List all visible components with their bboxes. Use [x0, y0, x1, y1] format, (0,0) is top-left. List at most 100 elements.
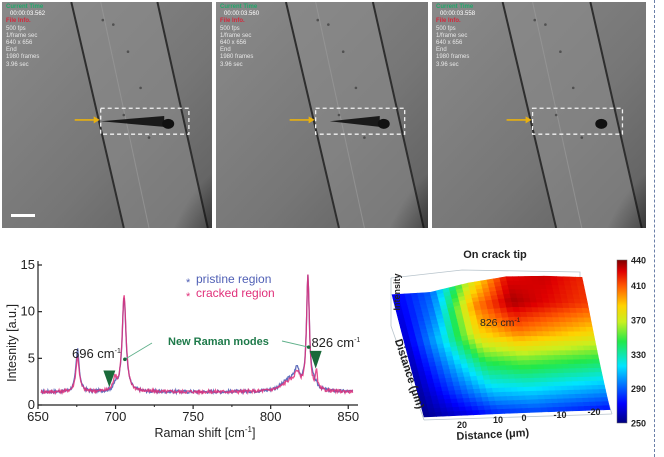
- current-time-label: Current Time: [436, 4, 474, 10]
- file-info-line: End: [6, 47, 17, 54]
- colorbar-tick-label: 250: [631, 419, 646, 429]
- microscopy-frame-1: Current Time 00:00:03.562 File Info. 500 fp…: [2, 2, 212, 228]
- surface-cell: [594, 372, 603, 378]
- arrow-head-icon: [93, 116, 100, 124]
- x-axis-label-main: Raman shift [cm: [155, 426, 245, 440]
- pointer-line: [124, 342, 153, 360]
- legend-label: pristine region: [196, 272, 271, 286]
- surface-cell: [594, 367, 602, 373]
- debris-speck: [337, 113, 341, 117]
- plot-box-edge: [390, 325, 425, 421]
- z-axis-label: Intensity: [392, 273, 402, 310]
- file-info-line: 1/frame sec: [220, 32, 252, 39]
- surface-cell: [579, 294, 588, 300]
- arrow-head-icon: [308, 116, 315, 124]
- x-tick-label: 850: [337, 409, 359, 424]
- file-info-line: 3.96 sec: [6, 61, 29, 68]
- file-info-line: 3.96 sec: [220, 61, 243, 68]
- file-info-line: End: [436, 47, 447, 54]
- legend-marker: *: [186, 291, 191, 303]
- roi-dashed-box: [100, 107, 190, 135]
- debris-speck: [139, 86, 142, 90]
- y-tick-label: 0: [28, 397, 35, 412]
- surface-cell: [587, 336, 596, 342]
- file-info-line: 500 fps: [220, 25, 240, 32]
- y-axis-label: Intesnity [a.u.]: [5, 304, 19, 382]
- pointer-dot: [306, 345, 311, 349]
- frame-info-overlay: Current Time 00:00:03.558 File Info. 500 fp…: [436, 4, 475, 69]
- x-tick-label: 750: [182, 409, 204, 424]
- crack-tip-blob: [377, 118, 390, 129]
- colorbar-tick-label: 440: [631, 256, 646, 266]
- surface-cell: [597, 384, 606, 390]
- surface-cell: [575, 276, 584, 283]
- x-axis-label-tail: ]: [252, 426, 255, 440]
- film-edge-left: [284, 2, 340, 228]
- frame-image: [2, 2, 212, 228]
- down-triangle-icon: [103, 370, 116, 388]
- roi-dashed-box: [314, 107, 406, 135]
- file-info-line: 1980 frames: [220, 54, 254, 61]
- arrow-head-icon: [525, 116, 532, 124]
- legend-marker: *: [186, 277, 191, 289]
- surface-cell: [578, 290, 587, 296]
- debris-speck: [126, 50, 130, 54]
- film-edge-left: [501, 2, 558, 228]
- debris-speck: [327, 23, 330, 26]
- x-axis-label-sup: -1: [245, 425, 253, 434]
- crack-tip-surface-map: On crack tip 826 cm-1 Intensity Distance (μ…: [390, 249, 646, 443]
- surface-cell: [592, 359, 601, 365]
- timestamp: 00:00:03.558: [440, 11, 476, 18]
- colorbar: [616, 259, 628, 424]
- surface-cell: [591, 354, 600, 360]
- file-info-label: File Info.: [436, 18, 461, 25]
- debris-speck: [112, 23, 115, 26]
- file-info-line: 1/frame sec: [436, 32, 468, 39]
- crack-tip-blob: [162, 118, 175, 129]
- annotation-826: 826 cm-1: [311, 335, 360, 350]
- debris-speck: [101, 18, 105, 22]
- file-info-line: 640 x 656: [220, 40, 247, 47]
- frame-info-overlay: Current Time 00:00:03.562 File Info. 500 fp…: [6, 4, 45, 69]
- file-info-line: 640 x 656: [6, 40, 33, 47]
- panel-divider: [654, 0, 655, 457]
- surface-cell: [599, 393, 608, 399]
- surface-peak-label: 826 cm-1: [480, 317, 521, 329]
- surface-cell: [582, 312, 591, 319]
- y-tick-label: 15: [21, 257, 35, 272]
- file-info-label: File Info.: [220, 18, 245, 25]
- pointer-line: [281, 340, 309, 348]
- plot-box-edge: [423, 413, 613, 421]
- legend-label: cracked region: [196, 286, 275, 300]
- x-tick-label: -10: [553, 410, 566, 420]
- series-line-cracked-region: [40, 274, 354, 396]
- x-tick-label: 20: [457, 420, 467, 430]
- surface-cell: [585, 326, 594, 333]
- surface-cell: [589, 345, 598, 351]
- file-info-label: File Info.: [6, 18, 31, 25]
- x-tick-label: 650: [27, 409, 49, 424]
- debris-speck: [354, 86, 358, 90]
- raman-spectrum-chart: 650 700 750 800 850 0 5 10 15 Raman shift [cm-1] I…: [5, 257, 360, 440]
- annotation-696: 696 cm-1: [72, 346, 121, 361]
- down-triangle-icon: [309, 350, 322, 369]
- x-axis-label: Raman shift [cm-1]: [155, 425, 256, 440]
- surface-cell: [580, 303, 589, 309]
- debris-speck: [341, 50, 345, 54]
- current-time-label: Current Time: [220, 4, 258, 10]
- roi-dashed-box: [531, 107, 624, 135]
- surface-cell: [598, 389, 607, 394]
- x-tick-label: 10: [493, 415, 503, 425]
- surface-cell: [590, 350, 599, 356]
- pointer-dot: [123, 357, 127, 362]
- surface-mesh: [391, 275, 611, 418]
- film-edge-left: [70, 2, 125, 228]
- current-time-label: Current Time: [6, 4, 44, 10]
- microscopy-frame-3: Current Time 00:00:03.558 File Info. 500 fp…: [432, 2, 646, 228]
- frame-image: [432, 2, 646, 228]
- debris-speck: [559, 50, 562, 54]
- frame-info-overlay: Current Time 00:00:03.560 File Info. 500 fp…: [220, 4, 259, 69]
- file-info-line: 1980 frames: [436, 54, 470, 61]
- debris-speck: [316, 18, 320, 22]
- debris-speck: [533, 18, 537, 22]
